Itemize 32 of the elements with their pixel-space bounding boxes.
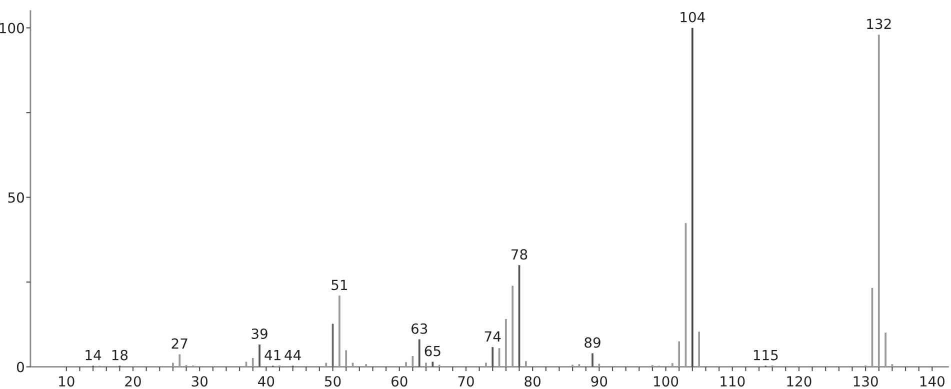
annotation: 44 <box>284 350 301 360</box>
x-tick-label: 70 <box>458 376 474 387</box>
annotation: 27 <box>172 338 188 349</box>
x-tick-label: 50 <box>325 376 341 387</box>
annotation: 14 <box>86 350 102 360</box>
x-tick-label: 100 <box>654 376 678 387</box>
annotation: 115 <box>754 350 778 360</box>
annotation: 51 <box>332 280 347 290</box>
x-tick-label: 80 <box>524 376 540 387</box>
annotation: 41 <box>264 350 280 360</box>
x-tick-label: 140 <box>920 376 944 387</box>
annotation: 74 <box>484 331 501 342</box>
annotation: 132 <box>867 18 891 30</box>
x-tick-label: 20 <box>125 376 141 387</box>
x-tick-label: 90 <box>591 376 608 387</box>
x-tick-label: 60 <box>392 376 408 387</box>
annotation: 78 <box>512 249 528 260</box>
x-tick-label: 10 <box>59 376 74 387</box>
annotation: 63 <box>411 323 428 334</box>
x-tick-label: 30 <box>192 376 208 387</box>
y-tick-label: 100 <box>0 22 24 34</box>
x-tick-label: 120 <box>787 376 812 387</box>
y-tick-label: 50 <box>8 192 24 203</box>
annotation: 104 <box>680 12 705 22</box>
x-tick-label: 130 <box>854 376 878 387</box>
annotation: 39 <box>252 328 268 339</box>
annotation: 89 <box>584 337 600 348</box>
y-tick-label: 0 <box>16 362 24 372</box>
annotation: 18 <box>112 350 128 360</box>
x-tick-label: 40 <box>258 376 274 387</box>
x-tick-label: 110 <box>720 376 745 387</box>
annotation: 65 <box>424 346 440 356</box>
